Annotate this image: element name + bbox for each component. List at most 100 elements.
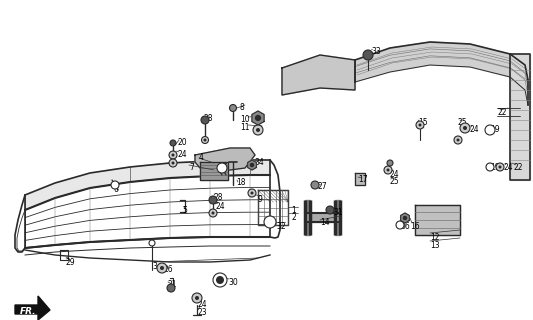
Circle shape [204, 139, 206, 141]
Circle shape [216, 276, 224, 284]
Text: 6: 6 [113, 185, 118, 194]
Text: 10: 10 [240, 115, 249, 124]
Circle shape [169, 159, 177, 167]
Circle shape [418, 124, 422, 126]
Circle shape [213, 273, 227, 287]
Circle shape [170, 140, 176, 146]
Polygon shape [252, 111, 264, 125]
Circle shape [169, 151, 177, 159]
Polygon shape [305, 213, 340, 222]
Text: 25: 25 [390, 177, 400, 186]
Circle shape [248, 189, 256, 197]
Circle shape [172, 162, 174, 164]
Circle shape [111, 181, 119, 189]
Circle shape [363, 50, 373, 60]
Text: 29: 29 [65, 258, 75, 267]
Circle shape [209, 196, 217, 204]
Text: 28: 28 [213, 193, 222, 202]
Circle shape [454, 136, 462, 144]
Text: 28: 28 [204, 114, 214, 123]
Circle shape [386, 169, 390, 172]
Polygon shape [195, 148, 255, 172]
Text: 4: 4 [199, 153, 204, 162]
Text: 24: 24 [215, 202, 224, 211]
Text: 36: 36 [400, 222, 410, 231]
Polygon shape [248, 160, 256, 170]
Text: 30: 30 [228, 278, 238, 287]
Circle shape [496, 163, 504, 171]
Text: 2: 2 [291, 213, 296, 222]
Text: 24: 24 [469, 125, 479, 134]
Circle shape [396, 221, 404, 229]
Text: 8: 8 [240, 103, 245, 112]
Text: 22: 22 [514, 163, 523, 172]
Text: 24: 24 [390, 170, 400, 179]
Text: 24: 24 [503, 163, 513, 172]
Text: 21: 21 [168, 280, 177, 289]
Circle shape [256, 128, 260, 132]
Text: 11: 11 [240, 123, 249, 132]
Circle shape [212, 212, 214, 214]
Circle shape [172, 154, 174, 156]
Polygon shape [25, 160, 270, 210]
Circle shape [463, 126, 467, 130]
Text: 13: 13 [430, 241, 440, 250]
Circle shape [311, 181, 319, 189]
Circle shape [255, 115, 261, 121]
Circle shape [387, 160, 393, 166]
Text: 35: 35 [218, 163, 228, 172]
Circle shape [251, 191, 254, 195]
Circle shape [195, 296, 199, 300]
Circle shape [167, 284, 175, 292]
Text: 27: 27 [318, 182, 328, 191]
Circle shape [264, 216, 276, 228]
Circle shape [215, 275, 225, 285]
Polygon shape [510, 54, 530, 180]
Circle shape [456, 139, 459, 141]
Circle shape [209, 209, 217, 217]
Circle shape [149, 240, 155, 246]
Polygon shape [305, 200, 310, 235]
Circle shape [416, 121, 424, 129]
Text: 3: 3 [152, 262, 157, 271]
Text: 15: 15 [418, 118, 427, 127]
Polygon shape [355, 42, 528, 105]
Circle shape [217, 163, 227, 173]
Circle shape [201, 116, 209, 124]
Circle shape [160, 266, 164, 270]
Text: 34: 34 [254, 158, 264, 167]
Circle shape [253, 125, 263, 135]
Text: 19: 19 [490, 125, 499, 134]
Polygon shape [401, 213, 409, 223]
Circle shape [486, 163, 494, 171]
Circle shape [384, 166, 392, 174]
Text: 14: 14 [320, 218, 329, 227]
Text: 22: 22 [498, 108, 507, 117]
Text: 25: 25 [458, 118, 467, 127]
Text: 9: 9 [257, 195, 262, 204]
Circle shape [498, 165, 502, 169]
Text: FR.: FR. [20, 307, 36, 316]
Text: 16: 16 [410, 222, 419, 231]
Circle shape [201, 137, 208, 143]
Text: 20: 20 [178, 138, 188, 147]
Text: 24: 24 [198, 300, 208, 309]
Text: 26: 26 [163, 265, 173, 274]
Text: 32: 32 [276, 222, 286, 231]
Circle shape [250, 163, 254, 167]
Circle shape [460, 123, 470, 133]
Text: 12: 12 [430, 233, 440, 242]
Polygon shape [415, 205, 460, 235]
Text: 24: 24 [178, 150, 188, 159]
Polygon shape [335, 200, 340, 235]
Text: 17: 17 [358, 175, 368, 184]
Text: 5: 5 [182, 206, 187, 215]
Text: 31: 31 [333, 208, 343, 217]
Polygon shape [200, 162, 228, 180]
Polygon shape [282, 55, 355, 95]
Polygon shape [355, 173, 365, 185]
Polygon shape [15, 296, 50, 320]
Circle shape [192, 293, 202, 303]
Text: 19: 19 [490, 163, 499, 172]
Text: 23: 23 [198, 308, 208, 317]
